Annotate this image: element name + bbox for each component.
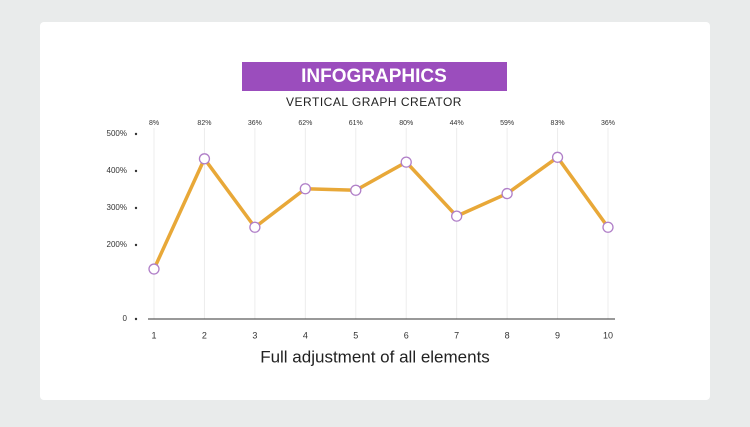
x-tick-label: 4 (303, 330, 308, 340)
chart-title: INFOGRAPHICS (301, 66, 447, 87)
y-tick-label: 0 (123, 314, 128, 323)
column-annotation: 44% (450, 120, 464, 127)
card (40, 22, 710, 400)
y-tick-label: 200% (107, 240, 127, 249)
data-line (152, 155, 610, 270)
chart-subtitle: VERTICAL GRAPH CREATOR (286, 95, 462, 109)
y-tick-label: 400% (107, 166, 127, 175)
data-point (148, 263, 160, 275)
column-annotation: 36% (601, 120, 615, 127)
data-point (299, 183, 311, 195)
title-banner (242, 62, 507, 91)
y-tick-mark (134, 132, 138, 136)
data-point (551, 151, 564, 163)
y-tick-mark (134, 317, 138, 321)
column-annotation: 36% (248, 120, 262, 127)
x-tick-label: 7 (454, 330, 459, 340)
data-point (198, 153, 211, 165)
column-annotation: 83% (551, 120, 565, 127)
column-annotation: 8% (149, 120, 159, 127)
column-annotation: 59% (500, 120, 514, 127)
x-tick-label: 10 (603, 330, 613, 340)
data-point (501, 187, 513, 200)
x-tick-label: 9 (555, 330, 560, 340)
y-tick-mark (134, 243, 138, 247)
x-tick-label: 1 (151, 330, 156, 340)
data-point (602, 221, 614, 233)
column-annotation: 61% (349, 120, 363, 127)
x-tick-label: 8 (505, 330, 510, 340)
column-annotation: 80% (399, 120, 413, 127)
x-tick-label: 2 (202, 330, 207, 340)
column-annotation: 62% (298, 120, 312, 127)
x-tick-label: 3 (252, 330, 257, 340)
y-tick-mark (134, 169, 138, 173)
data-point (451, 210, 463, 222)
y-tick-mark (134, 206, 138, 210)
data-point (350, 184, 362, 196)
y-tick-label: 300% (107, 203, 127, 212)
chart-caption: Full adjustment of all elements (260, 347, 490, 366)
column-annotation: 82% (197, 120, 211, 127)
data-point (400, 156, 412, 168)
data-point (249, 221, 261, 233)
y-tick-label: 500% (107, 129, 127, 138)
x-tick-label: 6 (404, 330, 409, 340)
x-tick-label: 5 (353, 330, 358, 340)
